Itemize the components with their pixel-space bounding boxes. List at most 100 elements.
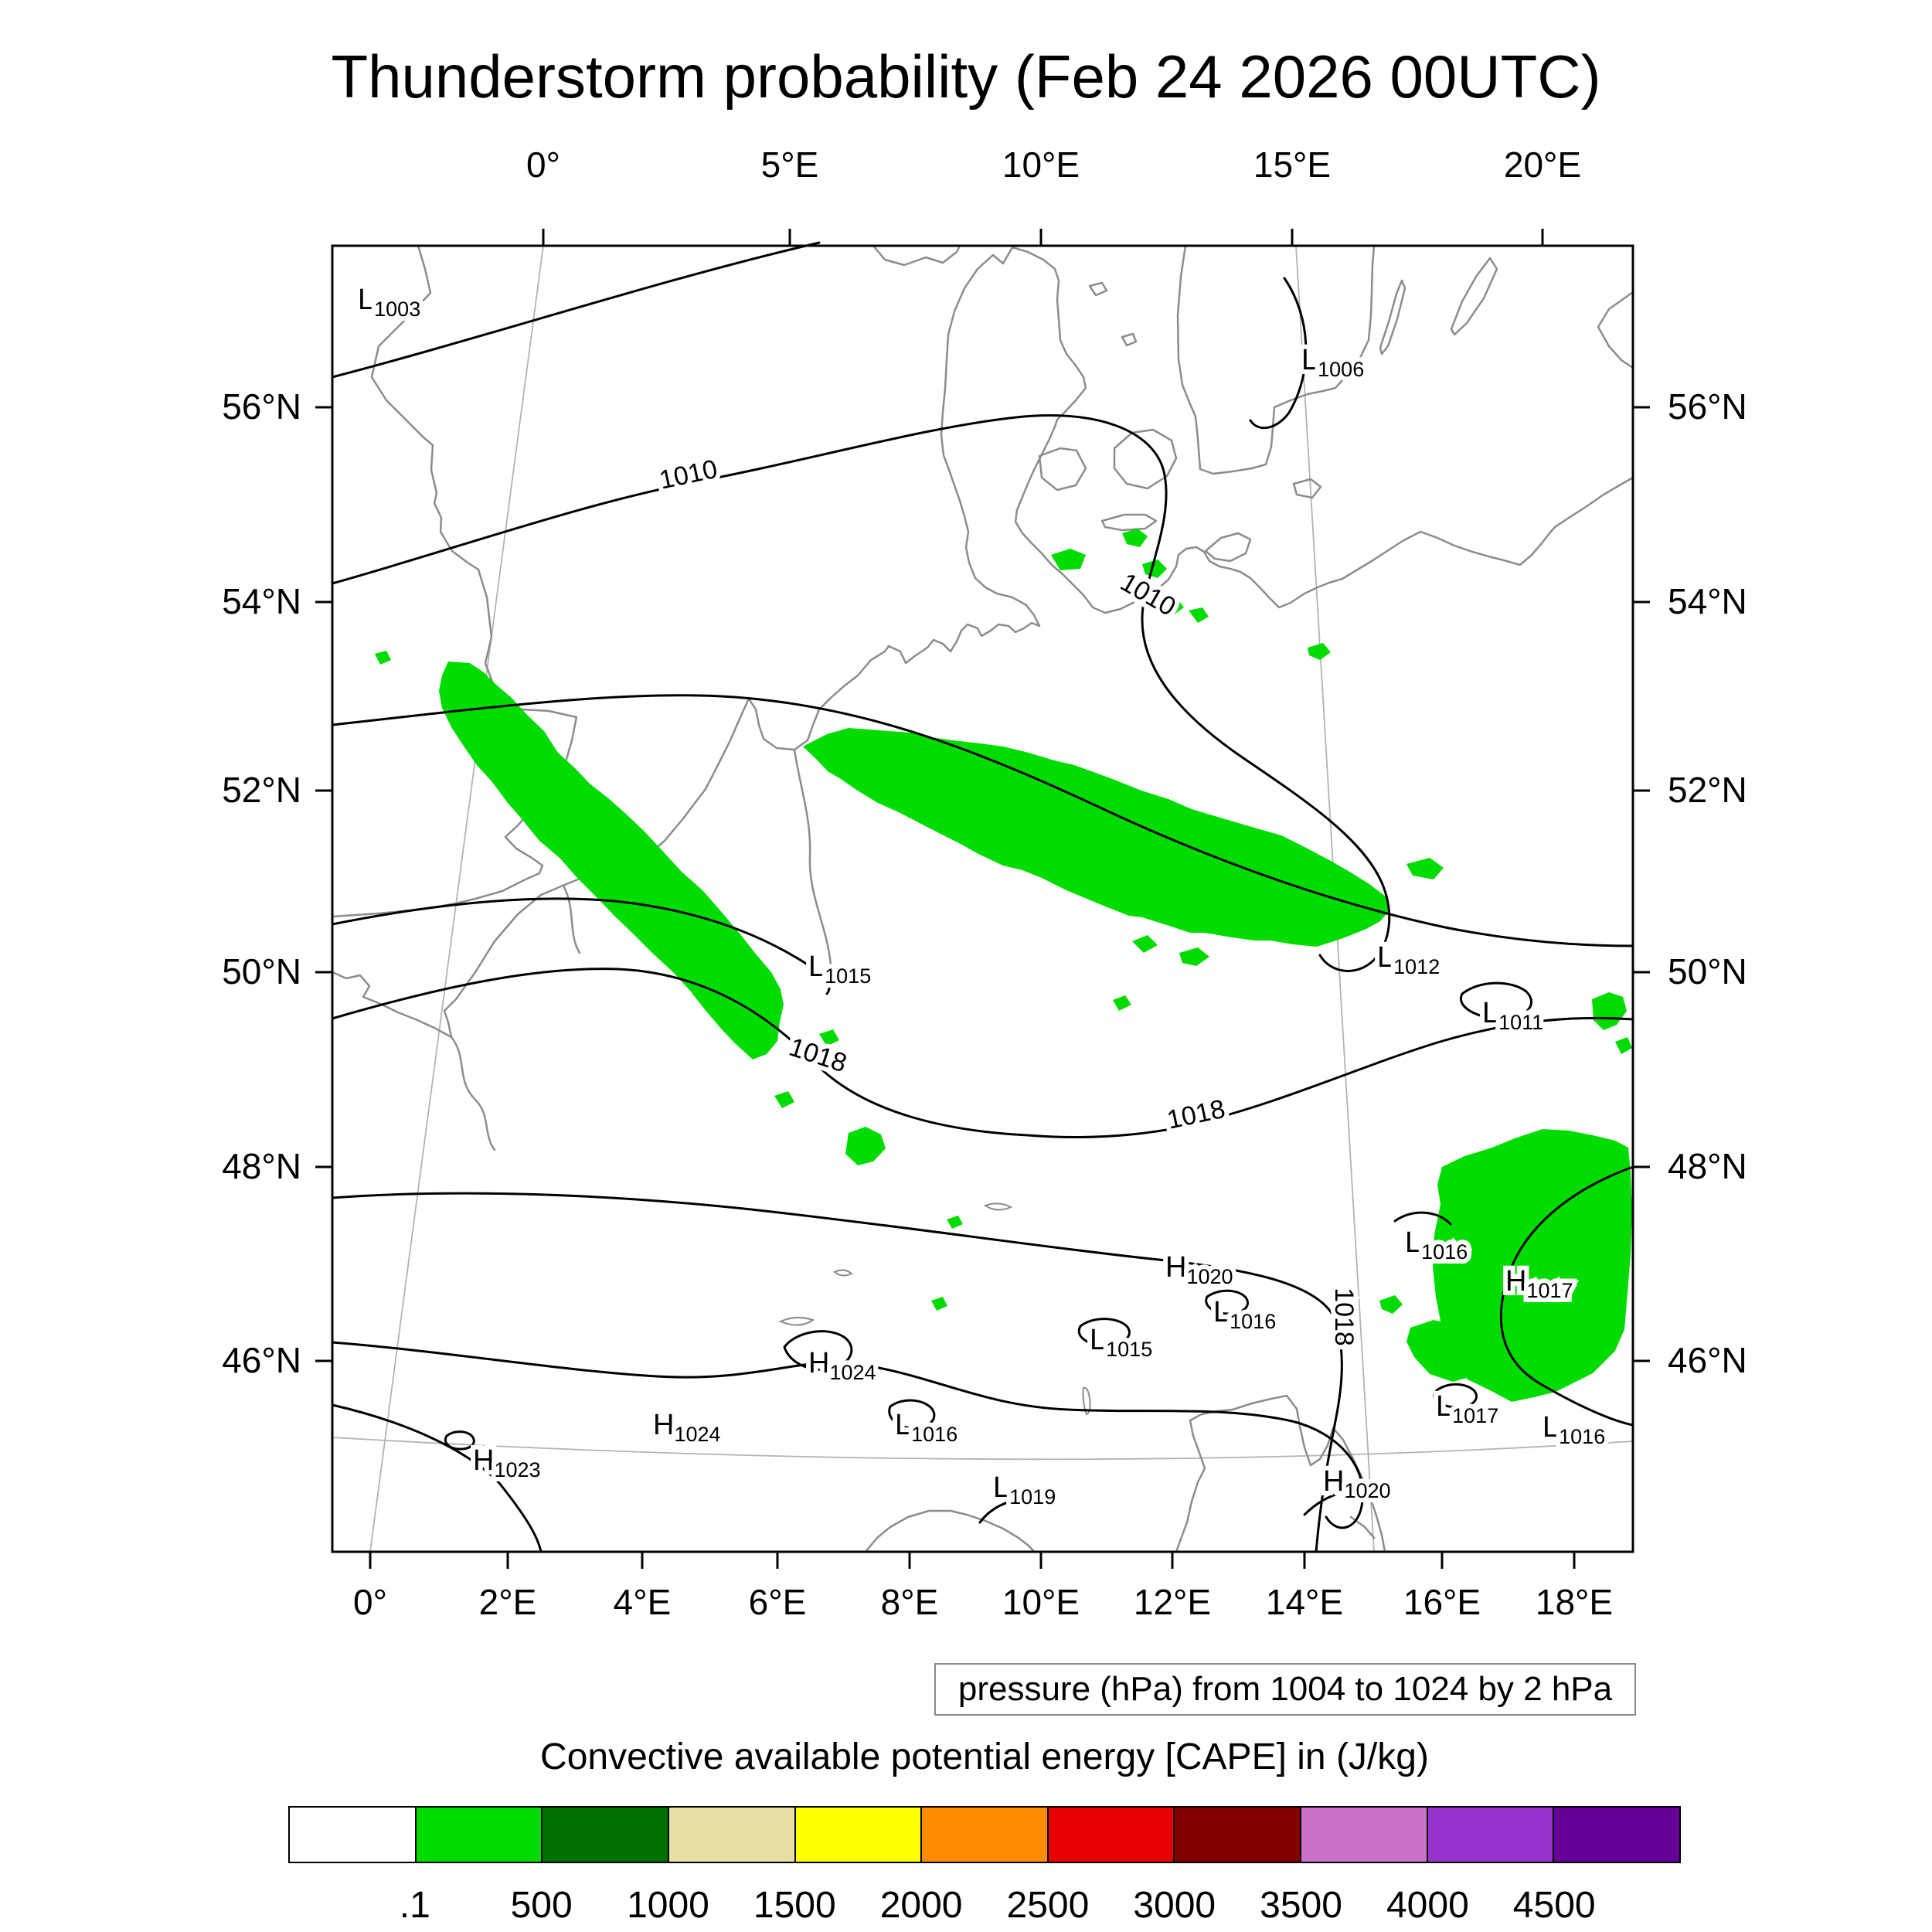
cape-area [1051, 549, 1086, 570]
isobar [331, 1341, 1364, 1529]
isobar [331, 1403, 543, 1553]
cape-area [1132, 935, 1158, 953]
pressure-center-label: H1017 [1505, 1265, 1573, 1302]
colorbar-cell [1553, 1806, 1682, 1863]
lon-label-bottom: 10°E [1002, 1582, 1080, 1622]
colorbar-tick-label: 4000 [1386, 1885, 1469, 1926]
isobar [1499, 1165, 1634, 1427]
isobar-closed [444, 1430, 475, 1451]
pressure-center-label: H1020 [1165, 1251, 1233, 1288]
cape-area [1406, 1320, 1485, 1382]
colorbar-tick-label: 3500 [1260, 1885, 1342, 1926]
pressure-caption: pressure (hPa) from 1004 to 1024 by 2 hP… [934, 1663, 1636, 1716]
meridian-line [369, 245, 544, 1553]
pressure-center-label: L1016 [895, 1409, 957, 1446]
lake-neuchatel [833, 1269, 853, 1277]
cape-area [375, 651, 391, 665]
lat-label-left: 48°N [222, 1146, 301, 1186]
pressure-center-label: L1017 [1436, 1390, 1498, 1427]
colorbar-labels: .1 500 1000 1500 2000 2500 3000 3500 4000 4500 [0, 1884, 1932, 1930]
lat-label-left: 46°N [222, 1340, 301, 1380]
isobar-closed [888, 1399, 936, 1430]
island-gotland [1450, 257, 1498, 336]
pressure-center-label: L1006 [1301, 344, 1364, 381]
cape-area [1122, 529, 1148, 547]
colorbar-cell [541, 1806, 669, 1863]
lon-label-top: 0° [526, 145, 560, 185]
colorbar-tick-label: 4500 [1512, 1885, 1596, 1926]
colorbar [288, 1806, 1682, 1863]
cape-area [1113, 995, 1131, 1011]
lat-label-left: 54°N [222, 581, 301, 621]
lon-label-bottom: 14°E [1265, 1582, 1344, 1622]
island-zealand [1113, 428, 1178, 490]
cape-area [1308, 643, 1331, 660]
lat-label-right: 54°N [1668, 581, 1747, 621]
map-frame [331, 244, 1634, 1553]
coastline-latvia [1597, 291, 1634, 369]
contour-value-label: 1018 [1329, 1287, 1359, 1346]
page-title: Thunderstorm probability (Feb 24 2026 00… [331, 43, 1601, 111]
isobar-closed [783, 1330, 853, 1371]
cape-area [1615, 1037, 1632, 1054]
pressure-center-label: L1015 [1090, 1324, 1152, 1361]
pressure-center-label: H1024 [808, 1347, 876, 1384]
axis-ticks [315, 229, 1650, 1569]
pressure-center-label: L1011 [1482, 997, 1543, 1034]
colorbar-cell [920, 1806, 1049, 1863]
coastline-adriatic [1175, 1394, 1386, 1553]
lon-label-bottom: 2°E [478, 1582, 537, 1622]
isobar [331, 897, 831, 995]
contour-value-label: 1018 [786, 1032, 851, 1079]
lon-label-top: 15°E [1253, 145, 1332, 185]
cape-area [803, 728, 1389, 947]
lon-label-bottom: 12°E [1133, 1582, 1212, 1622]
coastline-sweden [1176, 244, 1376, 475]
cape-area [1379, 1295, 1403, 1314]
cape-area [1592, 992, 1627, 1030]
isobar [1393, 1211, 1452, 1226]
lon-label-bottom: 6°E [748, 1582, 807, 1622]
colorbar-tick-label: .1 [399, 1885, 430, 1926]
cape-area [1179, 947, 1209, 966]
lon-label-top: 20°E [1503, 145, 1582, 185]
island-lolland [1100, 513, 1158, 532]
island-laeso [1088, 281, 1108, 297]
isobar [331, 414, 1391, 972]
colorbar-tick-label: 2000 [879, 1885, 963, 1926]
river-seine [450, 1036, 496, 1151]
colorbar-tick-label: 1000 [627, 1885, 709, 1926]
isobar [1249, 277, 1308, 430]
contour-value-label: 1010 [657, 454, 720, 495]
cape-area [819, 1029, 839, 1046]
lat-label-left: 50°N [222, 951, 301, 992]
island-bornholm [1292, 478, 1322, 499]
pressure-center-label: H1023 [473, 1444, 541, 1481]
colorbar-cell [414, 1806, 543, 1863]
island-anholt [1121, 332, 1138, 347]
cape-area [1406, 858, 1444, 879]
contour-value-label: 1018 [1165, 1094, 1228, 1135]
island-funen [1038, 447, 1087, 492]
river-somme [563, 886, 581, 954]
pressure-center-label: H1024 [653, 1409, 721, 1446]
island-ruegen [1204, 532, 1252, 563]
cape-area [1189, 607, 1209, 623]
coastline-croatian-islands [1349, 1515, 1376, 1539]
lon-label-bottom: 0° [353, 1582, 387, 1622]
pressure-center-label: L1016 [1213, 1296, 1276, 1333]
isobar-closed [1459, 981, 1532, 1020]
pressure-center-label: L1003 [358, 284, 420, 321]
isobar [331, 1192, 1343, 1553]
isobar [331, 968, 1634, 1138]
lat-label-right: 52°N [1668, 770, 1747, 810]
colorbar-cell [794, 1806, 923, 1863]
cape-area [845, 1127, 886, 1165]
isobar [1303, 1488, 1386, 1516]
lat-label-right: 46°N [1668, 1340, 1747, 1380]
lat-label-left: 52°N [222, 770, 301, 810]
pressure-center-label: L1019 [993, 1471, 1056, 1509]
pressure-contours [331, 241, 1634, 1553]
